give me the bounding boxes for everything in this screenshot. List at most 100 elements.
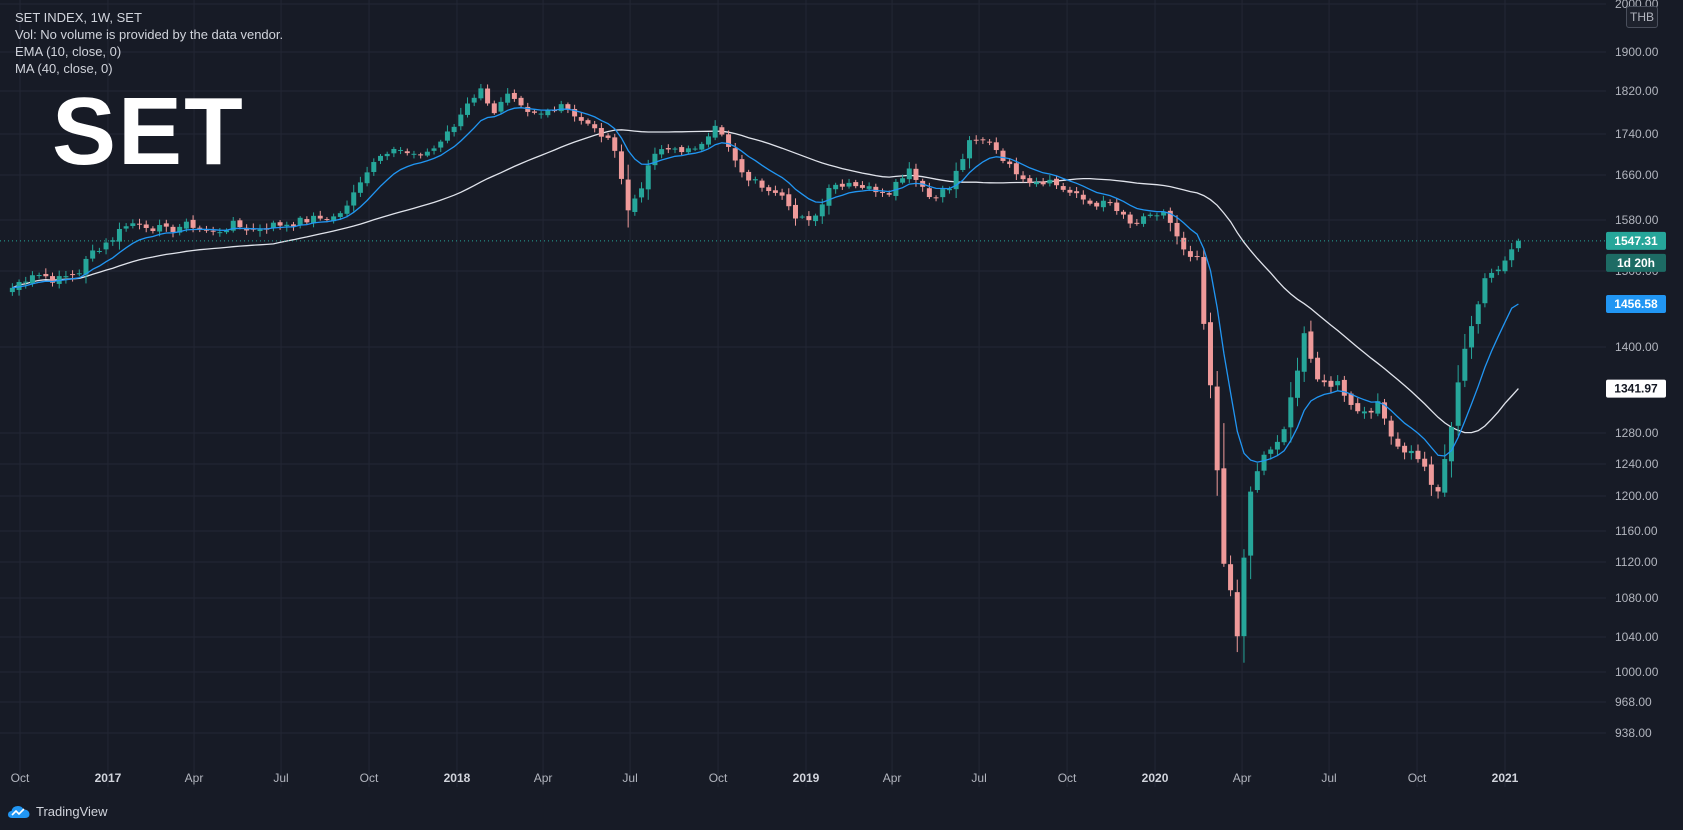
candle-body	[1221, 468, 1227, 564]
footer-bar	[0, 798, 1683, 830]
candle-body	[1515, 240, 1521, 249]
candle-body	[498, 101, 504, 112]
candle-body	[284, 224, 290, 227]
candle-body	[866, 186, 872, 189]
candle-body	[1074, 191, 1080, 194]
candle-body	[639, 188, 645, 198]
candle-body	[792, 204, 798, 219]
candle-body	[1187, 251, 1193, 257]
candle-body	[123, 226, 129, 229]
candle-body	[170, 226, 176, 232]
candle-body	[9, 287, 15, 293]
candle-body	[36, 275, 42, 277]
candle-body	[645, 165, 651, 190]
candle-body	[1355, 403, 1361, 412]
candle-body	[1040, 181, 1046, 185]
candle-body	[1268, 449, 1274, 454]
candle-body	[1462, 348, 1468, 381]
candle-body	[1274, 441, 1280, 450]
candle-body	[351, 192, 357, 206]
candle-body	[953, 170, 959, 190]
candle-body	[726, 134, 732, 147]
candle-body	[1328, 380, 1334, 387]
candle-body	[1100, 200, 1106, 208]
candle-body	[598, 128, 604, 137]
candle-body	[1067, 189, 1073, 193]
candle-body	[1422, 458, 1428, 467]
candles-layer	[9, 83, 1521, 663]
candle-body	[893, 181, 899, 196]
candle-body	[558, 104, 564, 112]
candle-body	[384, 153, 390, 157]
candle-body	[1375, 401, 1381, 414]
candle-body	[424, 151, 430, 156]
candle-body	[900, 178, 906, 183]
price-axis[interactable]	[1606, 0, 1683, 787]
candle-body	[224, 230, 230, 233]
candle-body	[1214, 386, 1220, 471]
candle-body	[618, 151, 624, 179]
candle-body	[83, 258, 89, 275]
legend-ema[interactable]: EMA (10, close, 0)	[15, 44, 122, 59]
candle-body	[1509, 249, 1515, 261]
candle-body	[465, 103, 471, 115]
candle-body	[1288, 397, 1294, 428]
candle-body	[1201, 256, 1207, 324]
candle-body	[451, 126, 457, 133]
candle-body	[1248, 491, 1254, 556]
candle-body	[806, 216, 812, 221]
legend-volume: Vol: No volume is provided by the data v…	[15, 27, 284, 42]
candle-body	[913, 168, 919, 180]
candle-body	[29, 275, 35, 284]
candle-body	[1167, 210, 1173, 223]
candle-body	[565, 104, 571, 110]
candle-body	[337, 213, 343, 217]
candle-body	[150, 228, 156, 232]
candle-body	[752, 179, 758, 181]
candle-body	[926, 188, 932, 198]
candle-body	[210, 230, 216, 232]
candle-body	[699, 143, 705, 150]
candle-body	[1321, 380, 1327, 383]
candle-body	[946, 188, 952, 191]
candle-body	[183, 221, 189, 229]
ema-10-line	[12, 107, 1519, 463]
candle-body	[304, 219, 310, 223]
candle-body	[759, 180, 765, 188]
candle-body	[880, 191, 886, 193]
candle-body	[1060, 186, 1066, 190]
candle-body	[297, 217, 303, 226]
legend-ma[interactable]: MA (40, close, 0)	[15, 61, 113, 76]
candle-body	[197, 227, 203, 229]
tradingview-logo[interactable]: TradingView	[8, 804, 108, 819]
candle-body	[1020, 175, 1026, 180]
candle-body	[906, 168, 912, 180]
candle-body	[1361, 411, 1367, 414]
currency-button[interactable]: THB	[1626, 6, 1658, 28]
candle-body	[1174, 222, 1180, 237]
candle-body	[1047, 179, 1053, 184]
candle-body	[1335, 381, 1341, 386]
candle-body	[237, 220, 243, 228]
candle-body	[853, 182, 859, 187]
candle-body	[1147, 214, 1153, 216]
legend-symbol[interactable]: SET INDEX, 1W, SET	[15, 10, 142, 25]
candle-body	[43, 273, 49, 277]
candle-body	[398, 149, 404, 151]
candle-body	[344, 205, 350, 214]
candle-body	[1448, 426, 1454, 462]
candle-body	[1435, 487, 1441, 492]
candle-body	[311, 215, 317, 224]
candle-body	[531, 111, 537, 113]
candle-body	[203, 229, 209, 231]
candle-body	[1134, 222, 1140, 224]
candle-body	[331, 216, 337, 222]
candle-body	[1161, 211, 1167, 216]
candle-body	[1281, 429, 1287, 443]
candle-body	[50, 276, 56, 283]
candle-body	[739, 159, 745, 173]
candle-body	[1141, 216, 1147, 224]
candle-body	[1408, 450, 1414, 454]
candle-body	[672, 148, 678, 150]
